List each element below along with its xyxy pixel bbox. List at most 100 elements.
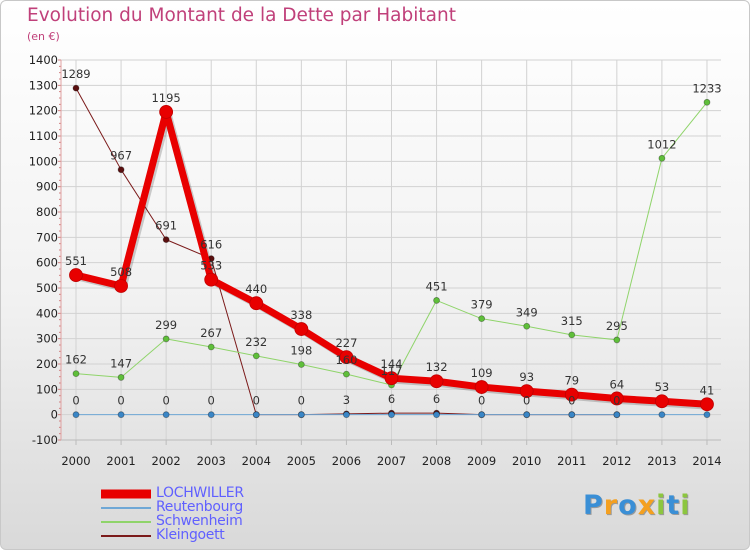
data-point-schwenheim-2011 (568, 331, 576, 339)
data-label-schwenheim-2008: 451 (426, 279, 448, 293)
data-label-schwenheim-2005: 198 (290, 344, 312, 358)
y-tick-label: 100 (36, 382, 58, 396)
data-label-reutenbourg-2003: 0 (208, 394, 215, 408)
x-tick-label: 2005 (287, 454, 316, 468)
x-tick-label: 2007 (377, 454, 406, 468)
data-point-schwenheim-2009 (478, 315, 486, 323)
x-tick-label: 2000 (61, 454, 90, 468)
chart-subtitle: (en €) (27, 30, 60, 43)
legend-label: Kleingoett (156, 527, 225, 543)
y-tick-label: 700 (36, 230, 58, 244)
data-point-reutenbourg-2010 (523, 411, 531, 419)
x-tick-label: 2014 (692, 454, 721, 468)
data-label-schwenheim-2012: 295 (606, 319, 628, 333)
series-lochwiller (69, 105, 714, 412)
logo-letter: o (618, 490, 638, 521)
x-tick-label: 2012 (602, 454, 631, 468)
data-label-lochwiller-2001: 508 (110, 265, 132, 279)
data-point-lochwiller-2002 (159, 105, 174, 119)
data-point-schwenheim-2005 (297, 361, 305, 368)
data-label-kleingoett-2000: 1289 (61, 67, 90, 81)
data-point-kleingoett-2001 (117, 166, 125, 174)
data-label-schwenheim-2010: 349 (516, 305, 538, 319)
data-point-lochwiller-2011 (564, 387, 579, 402)
data-label-schwenheim-2007: 117 (381, 364, 403, 378)
data-point-reutenbourg-2014 (703, 411, 711, 419)
logo-letter: r (603, 490, 619, 521)
data-label-lochwiller-2012: 64 (610, 377, 625, 391)
data-label-kleingoett-2002: 691 (155, 219, 177, 233)
data-point-schwenheim-2010 (523, 322, 531, 330)
legend-label: Reutenbourg (156, 499, 243, 515)
y-tick-label: 200 (36, 357, 58, 371)
legend-swatch (101, 521, 151, 523)
data-label-kleingoett-2008: 6 (433, 392, 440, 406)
data-label-kleingoett-2009: 0 (478, 394, 485, 408)
y-tick-label: -100 (32, 433, 58, 447)
data-label-kleingoett-2006: 3 (343, 393, 350, 407)
series-reutenbourg (72, 411, 711, 419)
legend-label: LOCHWILLER (156, 485, 244, 501)
data-label-lochwiller-2000: 551 (65, 254, 87, 268)
x-tick-label: 2009 (467, 454, 496, 468)
data-label-lochwiller-2003: 533 (200, 259, 222, 273)
data-point-reutenbourg-2002 (162, 411, 170, 419)
data-point-lochwiller-2005 (294, 322, 309, 336)
y-tick-label: 900 (36, 180, 58, 194)
data-label-schwenheim-2003: 267 (200, 326, 222, 340)
data-point-reutenbourg-2007 (388, 411, 395, 419)
data-label-reutenbourg-2000: 0 (72, 394, 79, 408)
data-point-reutenbourg-2000 (72, 411, 80, 419)
logo-letter: P (583, 490, 604, 521)
data-point-lochwiller-2001 (114, 279, 128, 293)
data-point-lochwiller-2003 (204, 272, 219, 287)
data-label-schwenheim-2001: 147 (110, 356, 132, 370)
data-point-lochwiller-2012 (609, 391, 624, 406)
data-point-reutenbourg-2006 (343, 411, 350, 419)
data-point-lochwiller-2008 (429, 374, 444, 389)
x-tick-label: 2004 (242, 454, 271, 468)
y-tick-label: 1400 (29, 53, 58, 67)
data-point-lochwiller-2000 (69, 268, 83, 282)
x-tick-label: 2008 (422, 454, 451, 468)
data-label-kleingoett-2001: 967 (110, 149, 132, 163)
data-label-lochwiller-2008: 132 (426, 360, 448, 374)
x-tick-label: 2011 (557, 454, 586, 468)
x-tick-label: 2013 (647, 454, 676, 468)
legend-label: Schwenheim (156, 513, 243, 529)
data-point-kleingoett-2002 (162, 236, 170, 244)
data-point-reutenbourg-2008 (433, 411, 440, 419)
data-label-reutenbourg-2001: 0 (117, 394, 124, 408)
legend-swatch (101, 489, 151, 499)
x-tick-label: 2002 (151, 454, 180, 468)
data-label-lochwiller-2011: 79 (564, 374, 579, 388)
y-tick-label: 800 (36, 205, 58, 219)
y-tick-label: 1200 (29, 104, 58, 118)
data-label-reutenbourg-2002: 0 (162, 394, 169, 408)
data-point-schwenheim-2006 (343, 370, 350, 378)
x-tick-label: 2006 (332, 454, 361, 468)
data-point-schwenheim-2000 (72, 370, 80, 378)
data-point-reutenbourg-2004 (252, 411, 260, 419)
logo-letter: i (656, 490, 667, 521)
data-point-lochwiller-2014 (700, 397, 714, 412)
data-point-reutenbourg-2005 (297, 411, 305, 419)
data-label-schwenheim-2009: 379 (471, 298, 493, 312)
data-label-kleingoett-2011: 0 (568, 394, 575, 408)
data-label-schwenheim-2014: 1233 (692, 81, 721, 95)
y-tick-label: 400 (36, 306, 58, 320)
data-point-reutenbourg-2001 (117, 411, 125, 419)
logo-letter: t (666, 490, 681, 521)
y-tick-label: 1300 (29, 78, 58, 92)
data-label-schwenheim-2000: 162 (65, 353, 87, 367)
data-point-schwenheim-2008 (433, 297, 440, 304)
data-label-schwenheim-2004: 232 (245, 335, 267, 349)
data-point-schwenheim-2002 (162, 335, 170, 343)
y-tick-label: 1000 (29, 154, 58, 168)
data-point-lochwiller-2010 (519, 384, 534, 399)
data-point-schwenheim-2014 (703, 98, 711, 106)
data-label-kleingoett-2003: 616 (200, 238, 222, 252)
y-tick-label: 600 (36, 256, 58, 270)
